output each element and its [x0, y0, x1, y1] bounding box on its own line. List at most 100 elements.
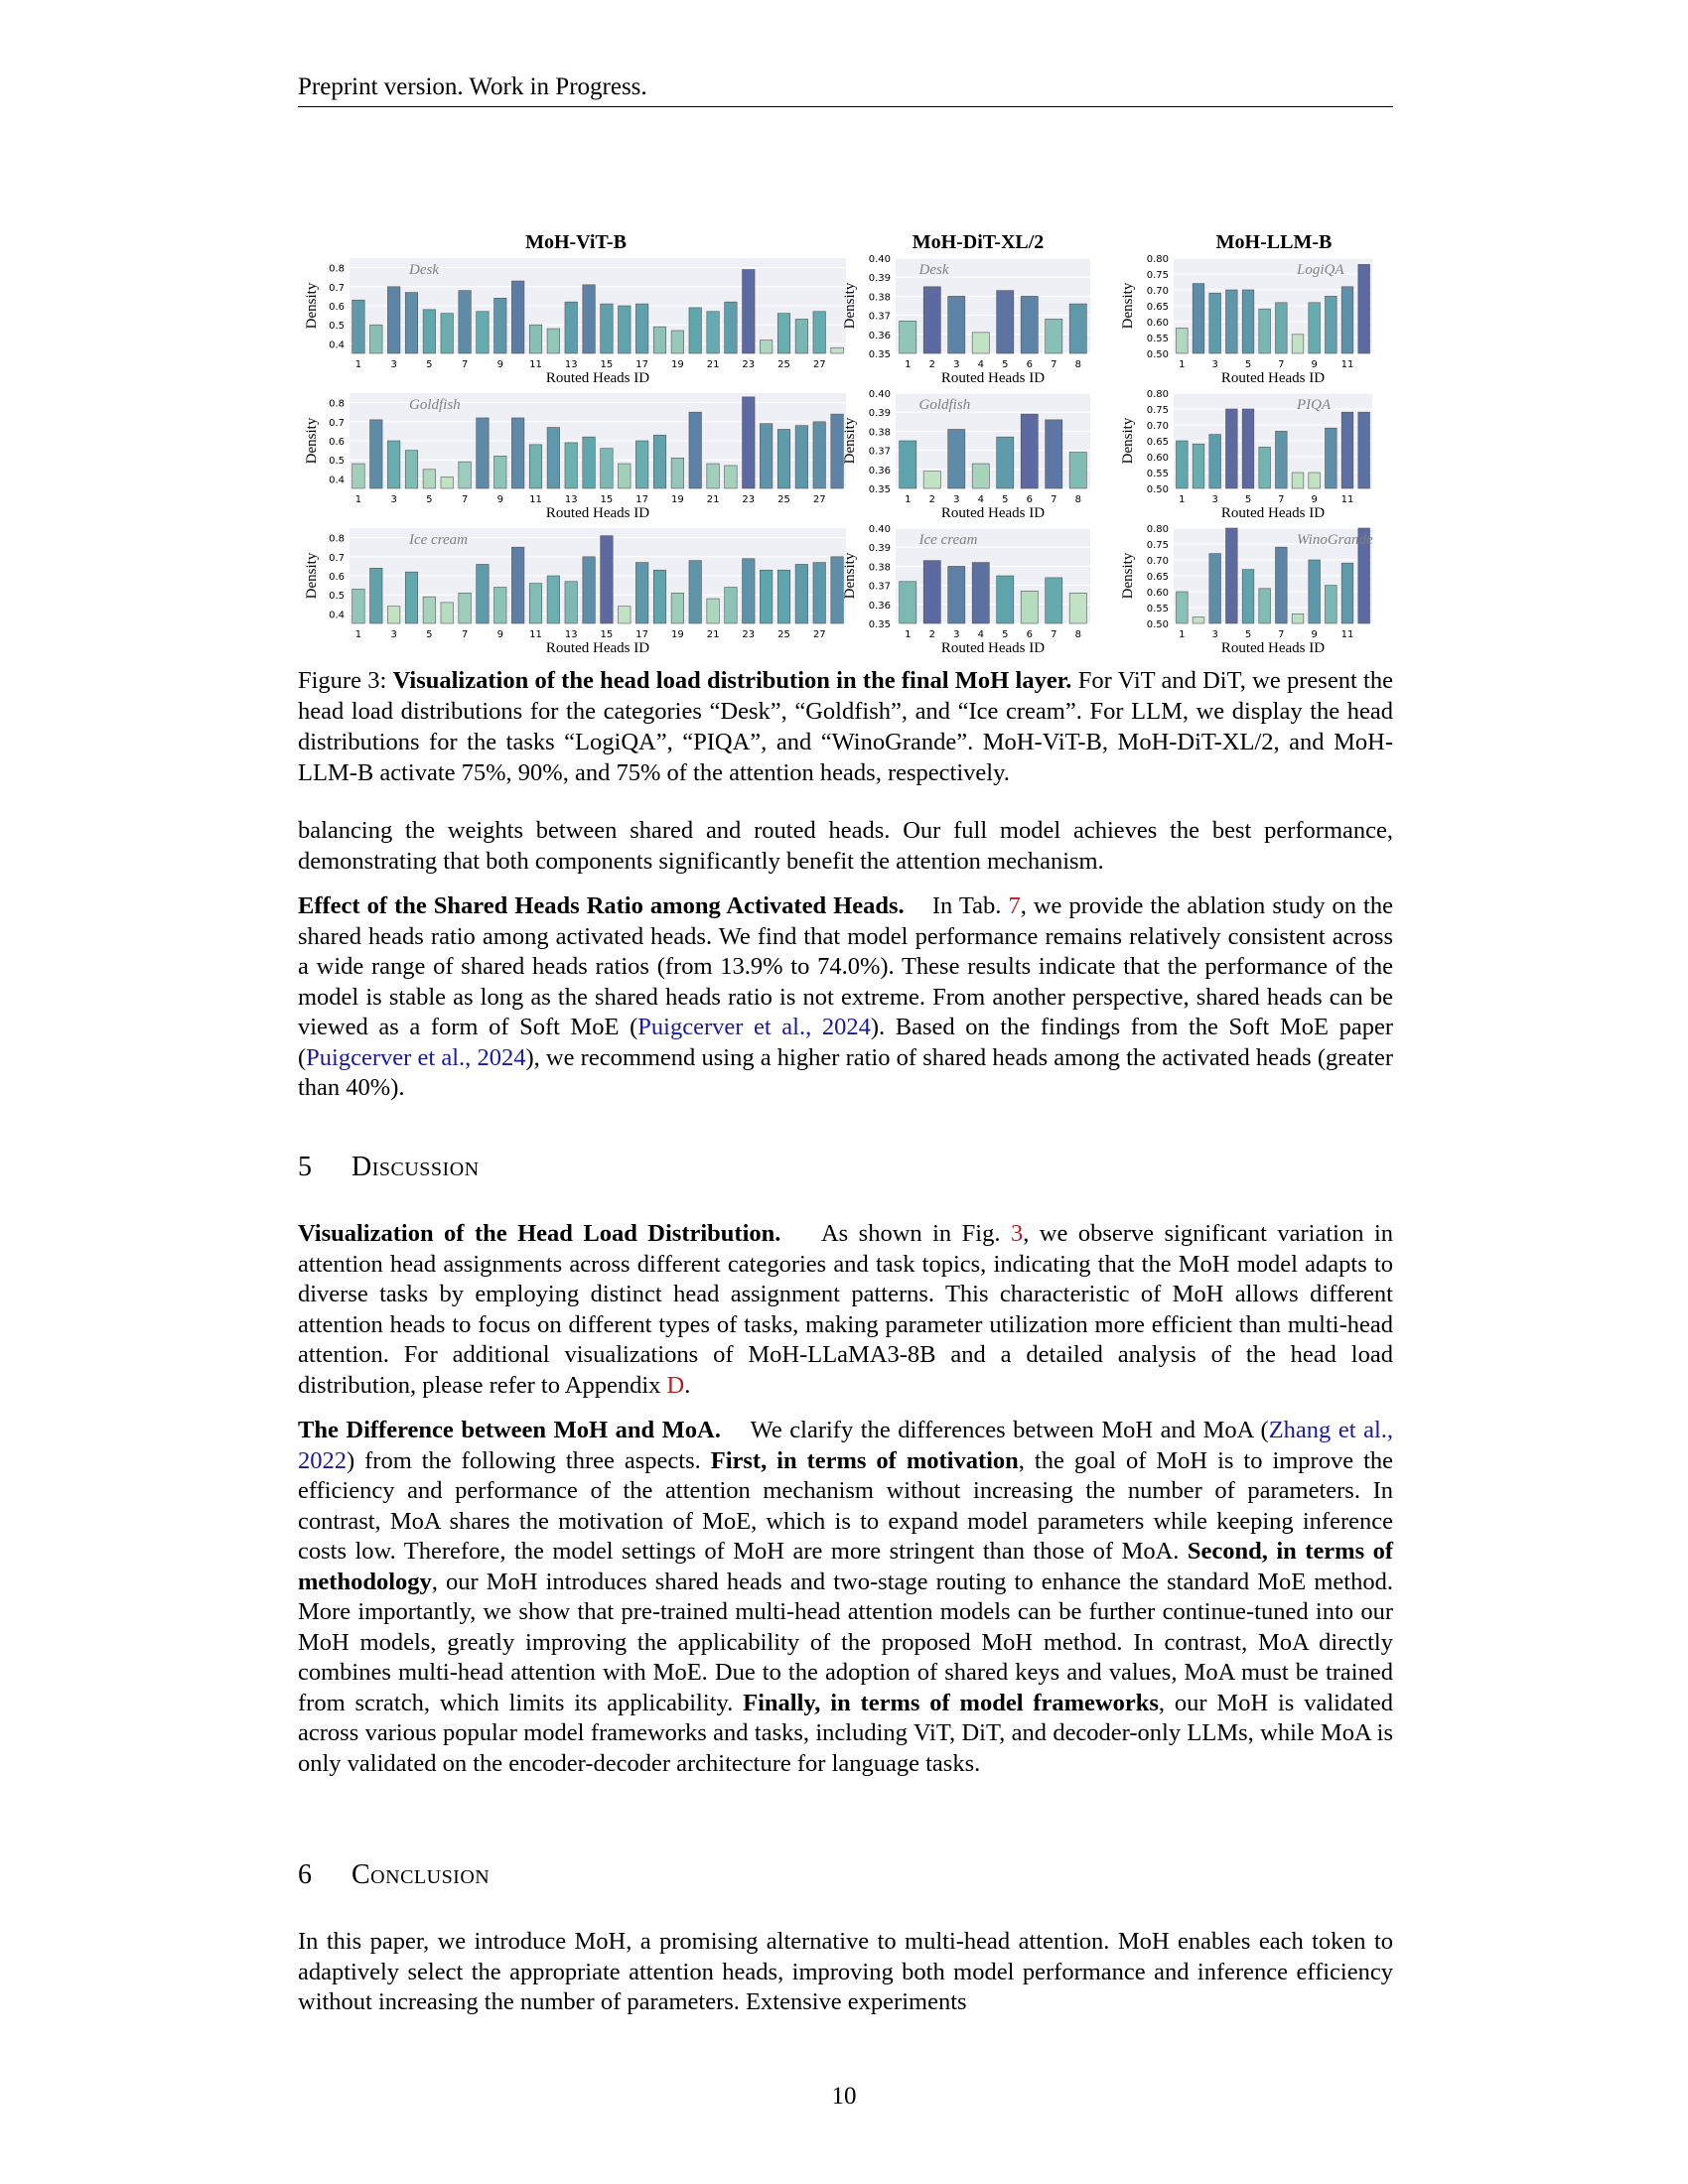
- bar: [582, 436, 596, 489]
- bar: [387, 286, 401, 354]
- y-tick-label: 0.65: [1147, 437, 1169, 448]
- bar: [1258, 447, 1271, 489]
- y-tick-label: 0.75: [1147, 405, 1169, 416]
- x-tick-label: 7: [1278, 494, 1284, 505]
- bar: [404, 292, 419, 354]
- x-tick-label: 4: [978, 359, 984, 370]
- citation-link[interactable]: Zhang et al., 2022: [298, 1417, 1394, 1474]
- x-tick-label: 23: [742, 359, 755, 370]
- text-run: In Tab.: [931, 892, 1002, 919]
- bar: [1045, 419, 1063, 489]
- bar: [742, 396, 756, 489]
- bar: [947, 429, 966, 489]
- x-axis-label: Routed Heads ID: [1221, 505, 1325, 521]
- bar: [1325, 585, 1337, 624]
- bar: [369, 324, 383, 354]
- x-axis-label: Routed Heads ID: [1221, 370, 1325, 386]
- y-tick-label: 0.8: [329, 534, 345, 545]
- citation-link[interactable]: Puigcerver et al., 2024: [306, 1043, 526, 1071]
- bar: [582, 556, 596, 624]
- bar: [600, 303, 614, 354]
- bar: [1068, 592, 1087, 624]
- text-run: We clarify the differences between MoH a…: [750, 1417, 1269, 1443]
- bar: [618, 606, 632, 624]
- bar: [511, 280, 525, 354]
- x-tick-label: 27: [813, 494, 826, 505]
- paragraph-moh-vs-moa: The Difference between MoH and MoA. We c…: [298, 1416, 1393, 1779]
- bar: [369, 419, 383, 489]
- x-tick-label: 15: [601, 359, 614, 370]
- figure-ref-link[interactable]: 3: [1010, 1220, 1024, 1247]
- y-tick-label: 0.7: [329, 283, 345, 294]
- bar: [476, 564, 490, 624]
- x-tick-label: 1: [905, 629, 911, 640]
- table-ref-link[interactable]: 7: [1008, 892, 1021, 919]
- caption-text: For ViT and DiT, we present the head loa…: [298, 667, 1393, 786]
- bar: [493, 298, 507, 354]
- x-tick-label: 11: [529, 629, 542, 640]
- bar: [1340, 286, 1354, 354]
- bold-run: Second, in terms of methodology: [298, 1538, 1394, 1595]
- x-tick-label: 7: [1278, 359, 1284, 370]
- y-tick-label: 0.6: [329, 302, 345, 313]
- y-tick-label: 0.35: [869, 349, 891, 360]
- x-tick-label: 9: [497, 629, 503, 640]
- bar: [996, 290, 1015, 354]
- x-tick-label: 5: [426, 629, 432, 640]
- x-tick-label: 7: [1051, 494, 1056, 505]
- bar: [899, 440, 917, 489]
- bar: [706, 598, 720, 624]
- x-tick-label: 4: [978, 629, 984, 640]
- citation-link[interactable]: Puigcerver et al., 2024: [637, 1014, 871, 1040]
- bar: [600, 448, 614, 489]
- bar: [742, 558, 756, 624]
- bar: [1241, 408, 1255, 489]
- y-tick-label: 0.39: [869, 543, 891, 554]
- chart-subtitle: Ice cream: [918, 532, 978, 548]
- bar: [1291, 614, 1305, 624]
- bar: [812, 311, 826, 354]
- chart-panel: 0.35 0.36 0.37 0.38 0.39 0.40 1 2 3 4 5 6 7 8 Ice crea…: [842, 524, 1090, 656]
- bar: [742, 269, 756, 354]
- y-tick-label: 0.36: [869, 466, 891, 477]
- y-tick-label: 0.6: [329, 437, 345, 448]
- bar: [440, 313, 454, 354]
- y-tick-label: 0.50: [1147, 619, 1169, 630]
- bar: [1340, 411, 1354, 489]
- y-tick-label: 0.4: [329, 475, 345, 485]
- bar: [760, 569, 774, 624]
- bar: [1325, 296, 1337, 354]
- y-axis-label: Density: [842, 552, 858, 599]
- x-tick-label: 7: [1278, 629, 1284, 640]
- y-tick-label: 0.50: [1147, 349, 1169, 360]
- x-tick-label: 11: [1341, 494, 1354, 505]
- x-tick-label: 19: [671, 494, 684, 505]
- bar: [1275, 546, 1288, 624]
- bar: [776, 429, 791, 489]
- appendix-ref-link[interactable]: D: [666, 1371, 685, 1399]
- text-run: ), we recommend using a higher ratio of …: [298, 1043, 1393, 1102]
- x-tick-label: 6: [1027, 359, 1033, 370]
- y-tick-label: 0.7: [329, 418, 345, 429]
- bar: [1176, 440, 1189, 489]
- y-tick-label: 0.38: [869, 562, 891, 573]
- y-axis-label: Density: [842, 417, 858, 464]
- bar: [670, 330, 684, 354]
- x-tick-label: 25: [777, 629, 790, 640]
- bar: [1340, 562, 1354, 624]
- bar: [511, 417, 525, 489]
- bar: [1291, 334, 1305, 354]
- bar: [564, 581, 578, 624]
- bar: [352, 589, 365, 624]
- x-tick-label: 11: [1341, 359, 1354, 370]
- x-tick-label: 1: [905, 494, 911, 505]
- text-run: .: [684, 1371, 691, 1399]
- x-tick-label: 15: [601, 494, 614, 505]
- bar: [1045, 577, 1063, 624]
- bar: [476, 417, 490, 489]
- y-axis-label: Density: [304, 282, 320, 329]
- bar: [528, 583, 543, 624]
- bar: [1192, 443, 1205, 489]
- x-tick-label: 27: [813, 359, 826, 370]
- section-number: 6: [298, 1859, 312, 1890]
